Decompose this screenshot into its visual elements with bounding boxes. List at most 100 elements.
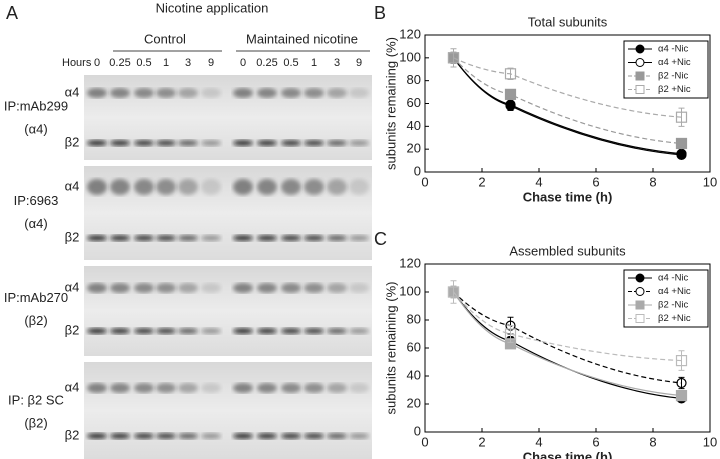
- error-bar: [678, 376, 685, 390]
- legend-label: β2 +Nic: [658, 84, 691, 95]
- band: [349, 235, 369, 241]
- band: [201, 235, 221, 241]
- band: [110, 235, 130, 241]
- error-bar: [678, 350, 685, 371]
- marker: [505, 99, 516, 110]
- hour-label: 1: [311, 57, 317, 69]
- band: [87, 383, 107, 393]
- row-label: IP: β2 SC: [8, 392, 64, 407]
- row-label: (β2): [24, 313, 47, 328]
- legend-label: α4 -Nic: [658, 273, 689, 284]
- legend-marker: [635, 273, 645, 283]
- marker: [675, 355, 688, 367]
- band: [110, 383, 130, 393]
- panel-title: Nicotine application: [156, 0, 269, 15]
- band: [233, 283, 253, 293]
- series-line: [453, 291, 682, 397]
- marker: [447, 52, 460, 64]
- row-label: (α4): [24, 216, 47, 231]
- band: [349, 433, 369, 439]
- band: [233, 179, 253, 195]
- series-line: [453, 57, 682, 145]
- band: [304, 283, 324, 293]
- x-tick-label: 6: [592, 174, 599, 189]
- x-axis-label: Chase time (h): [523, 449, 613, 459]
- band: [327, 328, 347, 334]
- band: [304, 328, 324, 334]
- band: [327, 179, 347, 195]
- blot: [84, 166, 372, 260]
- band: [304, 140, 324, 146]
- y-tick-label: 120: [399, 255, 421, 270]
- y-tick-label: 0: [414, 163, 421, 178]
- band: [156, 328, 176, 334]
- error-bar: [678, 107, 685, 127]
- legend-label: β2 -Nic: [658, 300, 689, 311]
- series-line: [453, 291, 682, 362]
- band: [349, 179, 369, 195]
- y-axis-label: subunits remaining (%): [383, 282, 398, 415]
- blot: [84, 362, 372, 459]
- band: [233, 328, 253, 334]
- band: [327, 88, 347, 98]
- series-line: [453, 57, 682, 155]
- band: [233, 235, 253, 241]
- marker: [675, 137, 688, 150]
- hour-label: 0: [94, 57, 100, 69]
- band-label: β2: [65, 229, 80, 244]
- band: [110, 179, 130, 195]
- band: [349, 328, 369, 334]
- hour-label: 0: [240, 57, 246, 69]
- hour-label: 3: [334, 57, 340, 69]
- band: [201, 328, 221, 334]
- legend-marker: [635, 85, 645, 94]
- x-tick-label: 8: [649, 434, 656, 449]
- panel-label: A: [6, 3, 18, 23]
- hour-label: 0.25: [256, 57, 277, 69]
- band: [156, 235, 176, 241]
- legend-marker: [635, 71, 645, 81]
- legend-marker: [635, 58, 645, 67]
- band: [156, 179, 176, 195]
- y-tick-label: 100: [399, 283, 421, 298]
- legend-marker: [635, 44, 645, 54]
- band: [257, 433, 277, 439]
- band: [178, 383, 198, 393]
- band-label: α4: [65, 379, 80, 394]
- y-tick-label: 80: [407, 72, 421, 87]
- band: [134, 235, 154, 241]
- band: [178, 433, 198, 439]
- hour-label: 0.5: [283, 57, 298, 69]
- band: [281, 383, 301, 393]
- series-line: [453, 57, 682, 118]
- band: [156, 88, 176, 98]
- x-tick-label: 0: [421, 174, 428, 189]
- band-label: β2: [65, 134, 80, 149]
- band: [257, 88, 277, 98]
- blot: [84, 75, 372, 160]
- x-tick-label: 8: [649, 174, 656, 189]
- legend-label: β2 -Nic: [658, 71, 689, 82]
- legend-label: α4 +Nic: [658, 286, 691, 297]
- band: [178, 235, 198, 241]
- band: [134, 383, 154, 393]
- band: [257, 235, 277, 241]
- band: [257, 328, 277, 334]
- x-tick-label: 2: [478, 434, 485, 449]
- row-label: IP:mAb270: [4, 290, 68, 305]
- panel-label: B: [374, 3, 386, 23]
- band: [201, 88, 221, 98]
- marker: [504, 328, 517, 340]
- marker: [675, 390, 688, 402]
- band-label: α4: [65, 84, 80, 99]
- band-label: β2: [65, 427, 80, 442]
- band: [281, 179, 301, 195]
- band: [281, 328, 301, 334]
- hour-label: 9: [208, 57, 214, 69]
- row-label: (β2): [24, 415, 47, 430]
- band: [304, 179, 324, 195]
- hour-label: 0.5: [136, 57, 151, 69]
- legend-label: β2 +Nic: [658, 313, 691, 324]
- band: [178, 88, 198, 98]
- legend-marker: [635, 314, 645, 323]
